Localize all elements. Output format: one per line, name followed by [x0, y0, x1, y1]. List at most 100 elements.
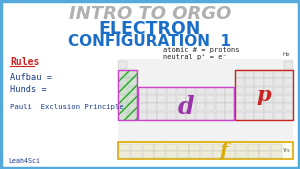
Bar	[178, 151, 189, 158]
Bar	[284, 61, 293, 69]
Bar	[131, 144, 142, 151]
Bar	[118, 142, 293, 159]
Bar	[254, 112, 263, 120]
Text: f: f	[219, 141, 227, 160]
Bar	[189, 144, 200, 151]
Bar	[167, 103, 176, 111]
Bar	[225, 112, 234, 120]
Text: p: p	[256, 85, 271, 105]
Bar	[254, 103, 263, 111]
Bar	[118, 70, 137, 120]
Bar	[259, 151, 270, 158]
Bar	[148, 112, 157, 120]
Bar	[186, 87, 196, 94]
Bar	[148, 87, 157, 94]
Bar	[215, 87, 225, 94]
Bar	[118, 70, 137, 120]
Bar	[215, 95, 225, 103]
Bar	[284, 87, 293, 94]
Bar	[186, 95, 196, 103]
Bar	[274, 95, 283, 103]
Text: Hunds =: Hunds =	[10, 86, 47, 94]
Text: INTRO TO ORGO: INTRO TO ORGO	[69, 5, 231, 23]
Bar	[186, 103, 196, 111]
Bar	[264, 87, 273, 94]
Bar	[177, 95, 186, 103]
Bar	[284, 103, 293, 111]
Bar	[259, 144, 270, 151]
Bar	[178, 144, 189, 151]
Bar	[118, 95, 128, 103]
Bar	[225, 87, 234, 94]
Bar	[236, 144, 247, 151]
Bar	[118, 112, 128, 120]
Bar	[254, 95, 263, 103]
Bar	[274, 78, 283, 86]
Bar	[245, 78, 254, 86]
Bar	[177, 103, 186, 111]
Bar	[167, 87, 176, 94]
Text: atomic # = protons: atomic # = protons	[163, 47, 239, 53]
Bar	[154, 151, 165, 158]
Bar	[201, 144, 212, 151]
Bar	[245, 87, 254, 94]
Bar	[118, 61, 128, 69]
Bar	[274, 112, 283, 120]
Bar	[264, 95, 273, 103]
Bar	[274, 103, 283, 111]
Bar	[254, 78, 263, 86]
Bar	[119, 144, 130, 151]
Bar	[201, 151, 212, 158]
Text: Aufbau =: Aufbau =	[10, 73, 52, 81]
Bar	[138, 95, 147, 103]
Bar	[118, 78, 128, 86]
Bar	[274, 70, 283, 78]
Bar	[264, 78, 273, 86]
Bar	[196, 95, 205, 103]
Bar	[177, 87, 186, 94]
Bar	[284, 78, 293, 86]
Bar	[235, 103, 244, 111]
Bar	[142, 144, 154, 151]
Bar	[118, 87, 128, 94]
Bar	[284, 70, 293, 78]
Bar	[157, 87, 166, 94]
Bar	[264, 103, 273, 111]
Bar	[154, 144, 165, 151]
Text: ELECTRON: ELECTRON	[99, 20, 201, 38]
Bar	[167, 95, 176, 103]
Bar	[215, 103, 225, 111]
Bar	[138, 87, 234, 120]
Bar	[284, 95, 293, 103]
Bar	[254, 87, 263, 94]
Bar	[264, 112, 273, 120]
Bar	[245, 95, 254, 103]
Bar	[224, 144, 235, 151]
Bar	[128, 103, 137, 111]
Bar	[131, 151, 142, 158]
Bar	[186, 112, 196, 120]
Bar	[196, 87, 205, 94]
Bar	[225, 95, 234, 103]
Bar	[177, 112, 186, 120]
Bar	[118, 103, 128, 111]
Bar	[271, 151, 282, 158]
Bar	[128, 70, 137, 78]
Bar	[138, 103, 147, 111]
Bar	[189, 151, 200, 158]
Bar	[264, 70, 273, 78]
Bar	[167, 112, 176, 120]
Bar	[206, 103, 215, 111]
Bar	[206, 87, 215, 94]
Bar	[245, 70, 254, 78]
Bar	[206, 112, 215, 120]
Bar	[212, 151, 224, 158]
Text: Pauli  Exclusion Principle: Pauli Exclusion Principle	[10, 104, 124, 110]
Bar	[245, 112, 254, 120]
Text: CONFIGURATION  1: CONFIGURATION 1	[68, 34, 232, 50]
Bar	[254, 70, 263, 78]
Bar	[148, 103, 157, 111]
Bar	[271, 144, 282, 151]
Bar	[206, 95, 215, 103]
Bar	[118, 59, 293, 141]
